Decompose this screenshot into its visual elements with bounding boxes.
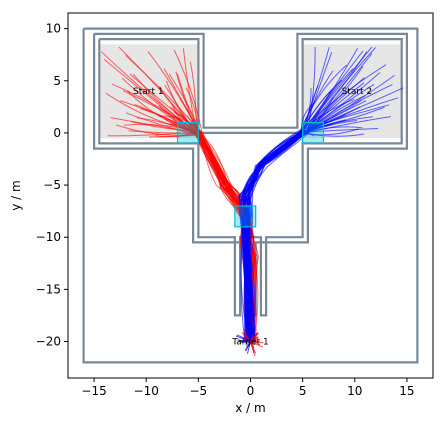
y-tick-label: −15 [36,282,61,296]
x-tick-label: 5 [299,384,307,398]
x-tick-label: −15 [81,384,106,398]
y-tick-label: 0 [53,126,61,140]
annotation-1: Start 1 [133,87,164,97]
trajectory-layer [101,46,404,357]
y-tick-label: 10 [46,22,61,36]
target-burst-line [250,341,263,348]
target-burst-line [250,333,258,342]
wall-outline-3 [98,38,403,317]
y-tick-label: −10 [36,230,61,244]
target-burst-line [250,341,264,344]
x-tick-label: 15 [399,384,414,398]
trajectory-2-18 [240,116,391,342]
trajectory-1-35 [130,121,250,344]
x-tick-label: −5 [190,384,208,398]
target-burst-line [241,331,251,342]
x-tick-label: 10 [347,384,362,398]
y-tick-label: 5 [53,74,61,88]
x-tick-label: 0 [247,384,255,398]
trajectory-1-33 [115,124,250,338]
axes-layer: −15 −10 −5 0 5 10 15 10 5 0 −5 −10 −15 −20 [36,22,415,398]
annotation-layer: Start 1 Start 2 Target 1 [133,87,372,347]
y-tick-label: −20 [36,335,61,349]
trajectory-1-26 [110,117,253,343]
annotation-2: Start 2 [342,87,373,97]
target-burst-line [248,331,251,342]
waypoint-box-1 [176,121,199,144]
trajectory-1-24 [125,112,250,342]
target-burst-line [250,341,256,357]
trajectory-2-48 [243,124,333,343]
y-axis-label: y / m [9,180,23,210]
target-burst-line [245,341,251,351]
x-tick-label: −10 [134,384,159,398]
annotation-3: Target 1 [231,338,268,348]
y-tick-label: −5 [43,178,61,192]
waypoint-box-3 [234,205,257,228]
trajectory-2-35 [241,120,358,343]
wall-outline-2 [93,32,408,317]
waypoint-box-2 [302,121,325,144]
wall-outline-1 [82,27,419,364]
trajectory-1-38 [136,117,257,345]
waypoint-layer [176,121,325,228]
trajectory-2-45 [242,47,376,342]
x-axis-label: x / m [235,401,265,415]
